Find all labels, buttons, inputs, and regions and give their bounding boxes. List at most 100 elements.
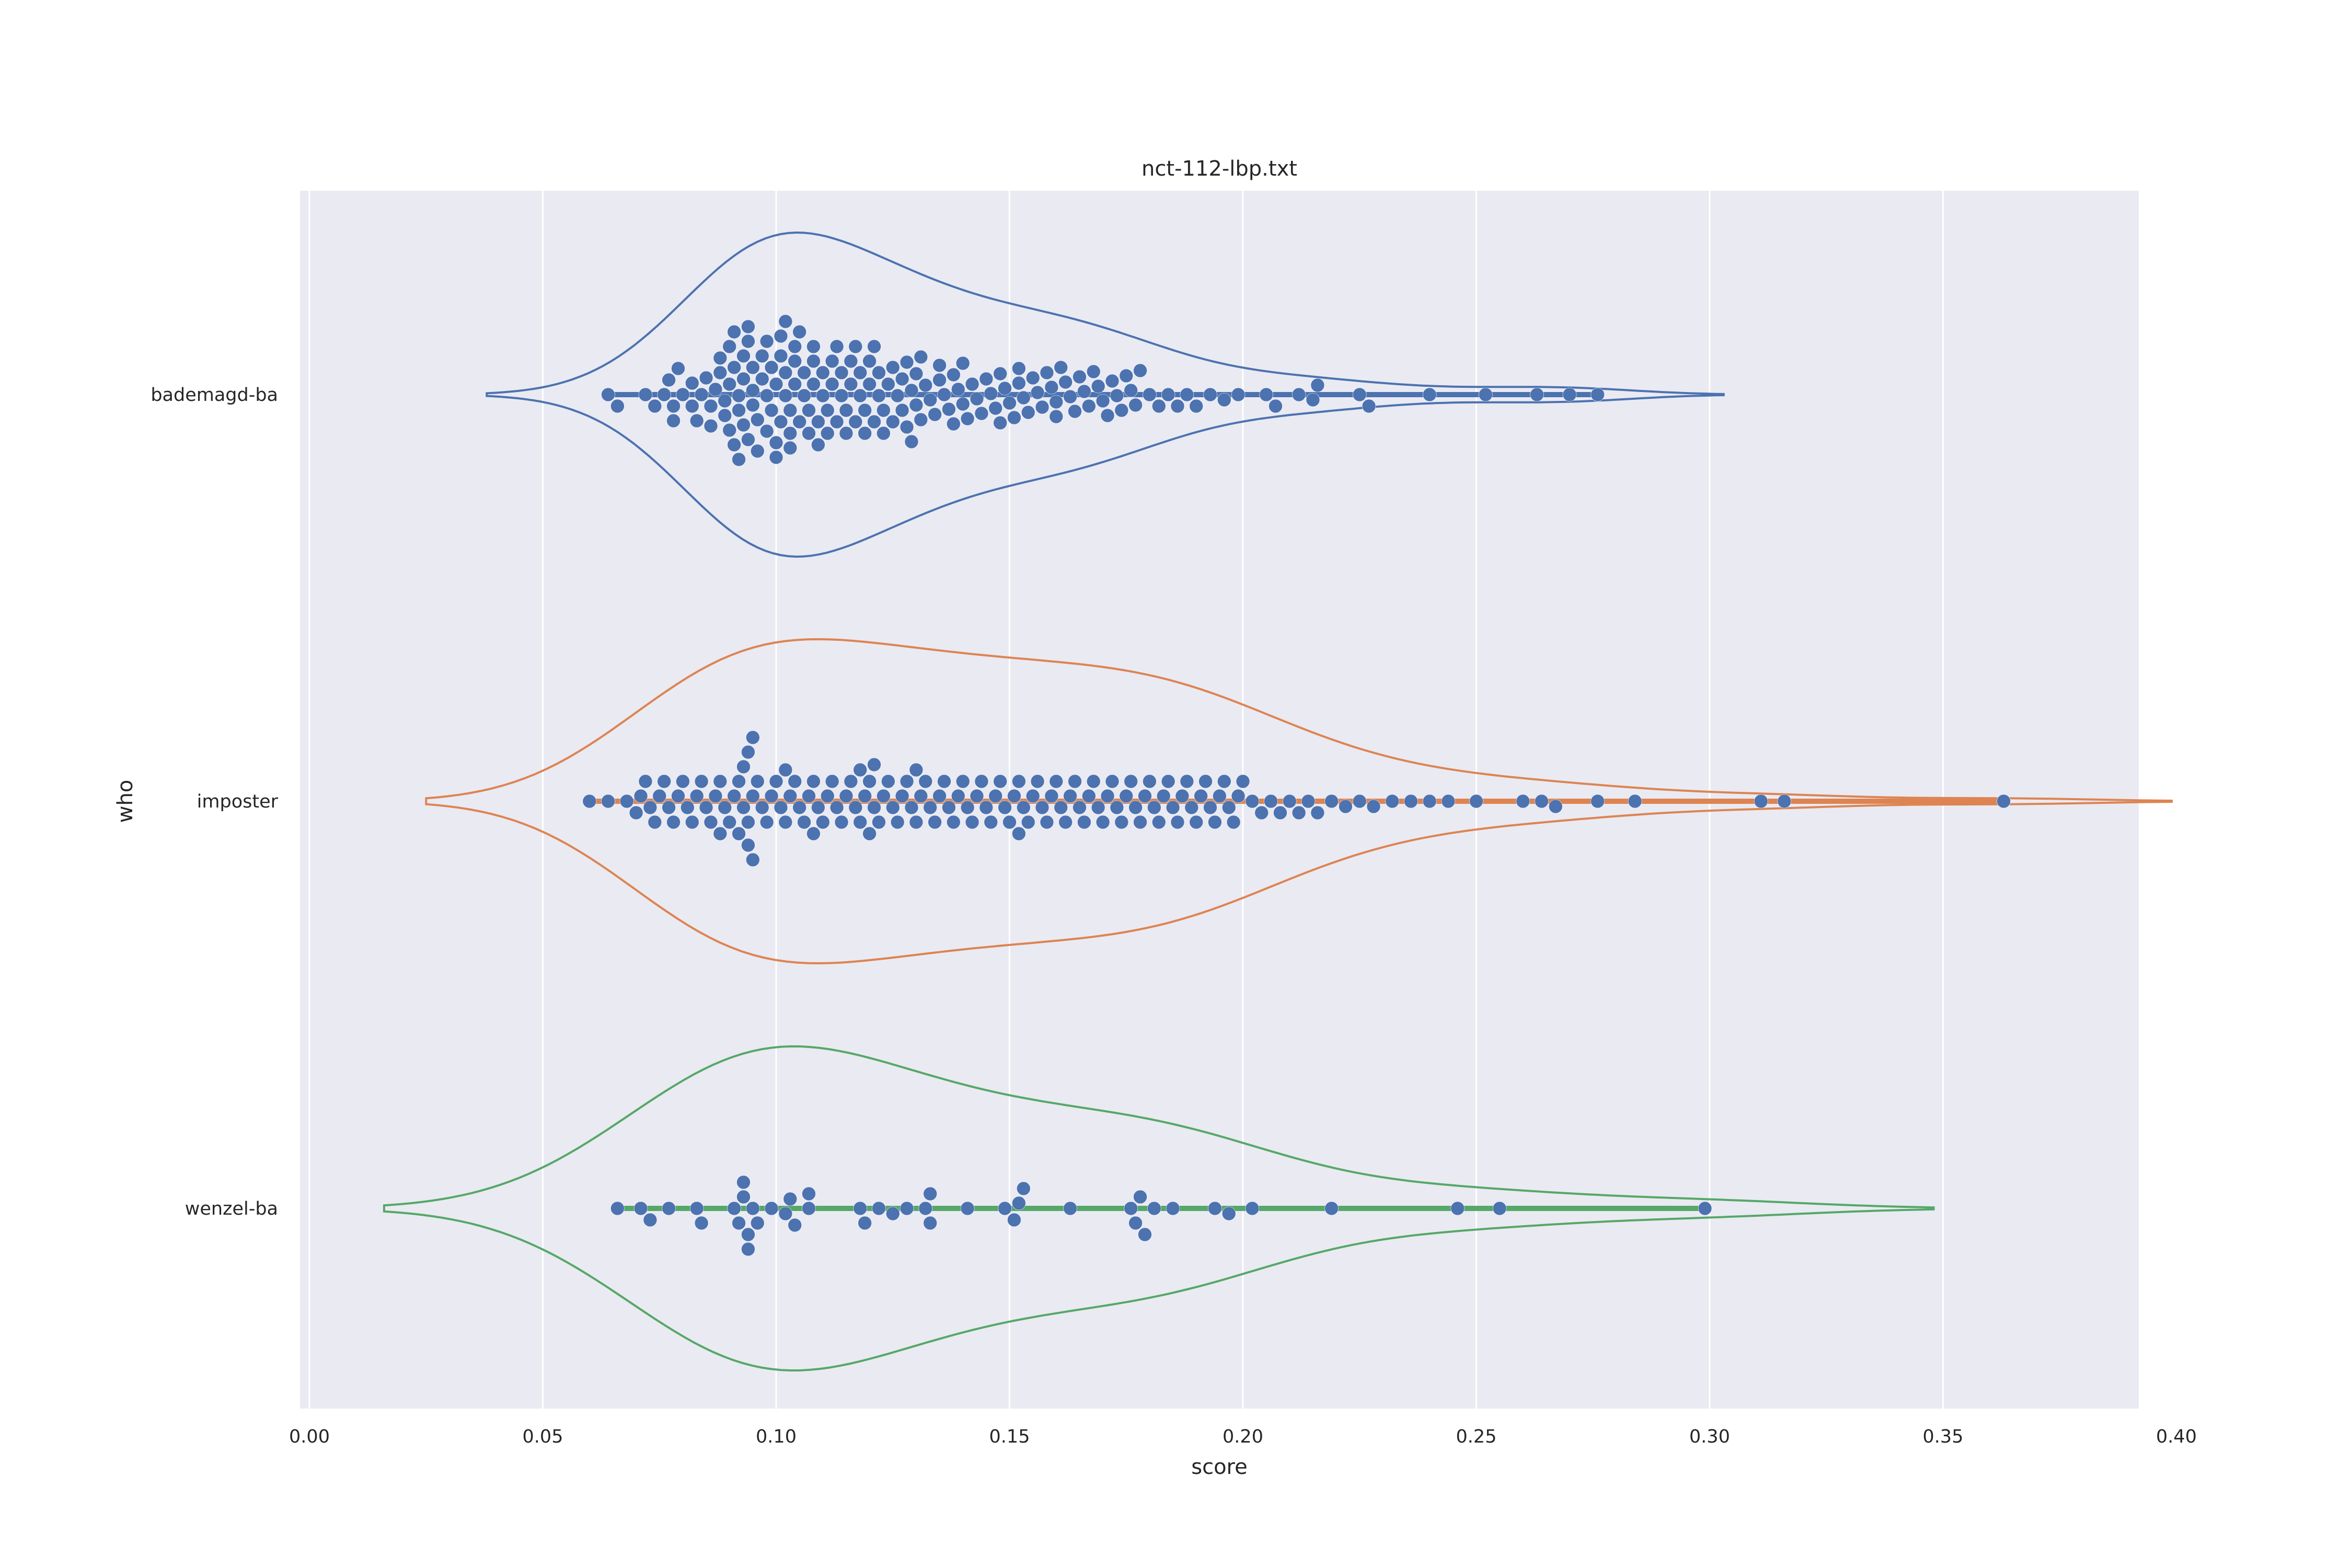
swarm-point — [708, 789, 723, 803]
swarm-point — [741, 745, 755, 759]
swarm-point — [993, 366, 1007, 381]
swarm-point — [904, 800, 919, 815]
swarm-point — [1530, 387, 1544, 402]
swarm-point — [732, 452, 746, 467]
swarm-point — [736, 418, 751, 432]
swarm-point — [872, 365, 886, 380]
swarm-point — [778, 365, 793, 380]
swarm-point — [662, 800, 676, 815]
swarm-point — [1221, 1206, 1236, 1221]
swarm-point — [942, 800, 956, 815]
y-axis-category-labels: bademagd-ba imposter wenzel-ba — [151, 385, 278, 1219]
swarm-point — [1269, 399, 1283, 413]
swarm-point — [1306, 393, 1320, 407]
violin-outline — [486, 231, 1725, 558]
swarm-point — [685, 399, 699, 413]
swarm-point — [960, 411, 975, 426]
swarm-points — [582, 314, 2011, 1256]
swarm-point — [1203, 387, 1217, 402]
swarm-point — [657, 387, 671, 402]
swarm-point — [904, 434, 919, 449]
swarm-point — [736, 1190, 751, 1204]
swarm-point — [1012, 774, 1026, 789]
swarm-point — [890, 815, 905, 829]
swarm-point — [746, 1201, 760, 1216]
swarm-point — [1105, 374, 1120, 388]
swarm-point — [1082, 399, 1096, 413]
swarm-point — [1180, 387, 1194, 402]
swarm-point — [666, 413, 681, 428]
swarm-point — [1698, 1201, 1712, 1216]
swarm-point — [1063, 389, 1077, 404]
swarm-point — [1226, 815, 1241, 829]
swarm-point — [1385, 794, 1400, 809]
swarm-point — [1324, 794, 1339, 809]
swarm-point — [974, 774, 989, 789]
swarm-point — [1221, 800, 1236, 815]
swarm-point — [1292, 805, 1306, 820]
swarm-point — [937, 774, 951, 789]
swarm-point — [923, 800, 937, 815]
swarm-point — [1208, 1201, 1222, 1216]
swarm-point — [1259, 387, 1273, 402]
swarm-point — [1180, 774, 1194, 789]
swarm-point — [998, 1201, 1012, 1216]
swarm-point — [811, 437, 825, 452]
swarm-point — [718, 394, 732, 408]
swarm-point — [955, 774, 970, 789]
swarm-point — [858, 1216, 872, 1230]
swarm-point — [774, 800, 788, 815]
swarm-point — [1114, 403, 1129, 418]
swarm-point — [1016, 390, 1031, 405]
x-axis-label: score — [1191, 1455, 1247, 1479]
swarm-point — [1128, 398, 1143, 412]
swarm-point — [1128, 1216, 1143, 1230]
swarm-point — [783, 426, 798, 441]
swarm-point — [778, 388, 793, 403]
swarm-point — [1030, 774, 1045, 789]
swarm-point — [806, 354, 821, 368]
x-tick-label: 0.05 — [523, 1426, 563, 1447]
swarm-point — [759, 334, 774, 349]
swarm-point — [829, 339, 844, 354]
swarm-point — [1016, 1181, 1031, 1196]
x-tick-label: 0.10 — [756, 1426, 797, 1447]
swarm-point — [689, 413, 704, 428]
swarm-point — [741, 838, 755, 852]
y-category-label: wenzel-ba — [185, 1198, 278, 1219]
swarm-point — [750, 444, 765, 458]
swarm-point — [1264, 794, 1278, 809]
swarm-point — [932, 358, 947, 373]
swarm-point — [1166, 800, 1180, 815]
swarm-point — [1273, 805, 1287, 820]
swarm-point — [1535, 794, 1549, 809]
swarm-point — [774, 329, 788, 343]
swarm-point — [792, 414, 806, 429]
swarm-point — [1100, 408, 1115, 423]
swarm-point — [1590, 794, 1605, 809]
swarm-point — [727, 789, 741, 803]
swarm-point — [1628, 794, 1642, 809]
swarm-point — [778, 1206, 793, 1221]
swarm-point — [829, 800, 844, 815]
swarm-point — [918, 1201, 933, 1216]
swarm-point — [610, 1201, 625, 1216]
swarm-point — [900, 355, 914, 370]
swarm-point — [1096, 394, 1110, 408]
swarm-point — [914, 789, 928, 803]
swarm-point — [713, 351, 728, 365]
swarm-point — [769, 377, 783, 391]
swarm-point — [1124, 383, 1138, 398]
swarm-point — [1054, 800, 1068, 815]
swarm-point — [1044, 789, 1059, 803]
swarm-point — [1352, 387, 1367, 402]
swarm-point — [1175, 789, 1190, 803]
swarm-point — [727, 1201, 741, 1216]
swarm-point — [746, 730, 760, 745]
swarm-point — [848, 414, 863, 429]
swarm-point — [900, 774, 914, 789]
y-category-label: imposter — [197, 791, 279, 812]
swarm-point — [853, 763, 868, 777]
x-tick-label: 0.30 — [1689, 1426, 1730, 1447]
